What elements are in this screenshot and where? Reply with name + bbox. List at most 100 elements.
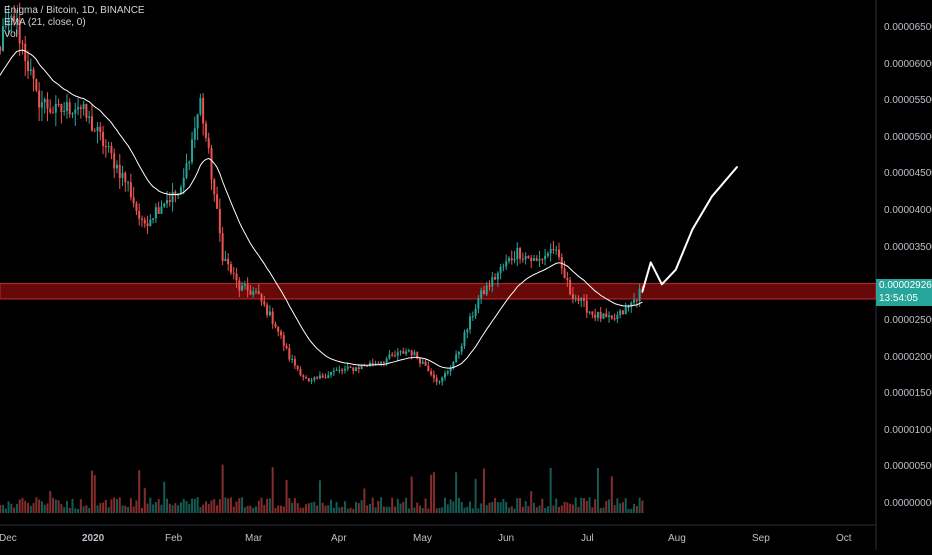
candle-body — [310, 379, 313, 382]
volume-bar — [452, 501, 455, 513]
candle-body — [499, 266, 502, 274]
candle-body — [366, 365, 369, 367]
volume-bar — [305, 504, 308, 513]
volume-bar — [204, 501, 207, 513]
candle-body — [179, 187, 182, 194]
volume-bar — [168, 503, 171, 513]
candle-body — [619, 310, 622, 315]
volume-bar — [613, 505, 616, 513]
candle-body — [510, 258, 513, 261]
candle-body — [352, 367, 355, 372]
candle-body — [216, 194, 219, 209]
volume-bar — [346, 508, 349, 513]
volume-bar — [24, 500, 27, 513]
candle-body — [346, 366, 349, 369]
volume-bar — [221, 464, 224, 513]
candle-body — [341, 369, 344, 371]
volume-bar — [268, 498, 271, 513]
candle-body — [357, 367, 360, 370]
volume-bar — [416, 502, 419, 513]
candle-body — [546, 253, 549, 256]
volume-bar — [113, 497, 116, 513]
volume-bar — [202, 504, 205, 513]
time-tick-label: Apr — [331, 533, 347, 544]
candle-body — [191, 139, 194, 162]
volume-bar — [93, 474, 96, 513]
candle-body — [0, 47, 2, 51]
candle-body — [544, 255, 547, 260]
candle-body — [299, 368, 302, 376]
price-tick-label: 0.00004000 — [884, 205, 932, 217]
volume-bar — [85, 505, 88, 513]
candle-body — [571, 294, 574, 300]
volume-bar — [227, 498, 230, 513]
volume-bar — [40, 501, 43, 513]
legend-volume[interactable]: Vol — [4, 29, 18, 40]
volume-bar — [385, 506, 388, 513]
volume-bar — [310, 502, 313, 513]
candle-body — [118, 164, 121, 178]
candle-body — [207, 138, 210, 149]
projection-drawing[interactable] — [641, 166, 738, 293]
candle-body — [227, 258, 230, 265]
candle-body — [605, 313, 608, 317]
candle-body — [399, 351, 402, 353]
candle-body — [43, 99, 46, 103]
candle-body — [407, 350, 410, 352]
volume-bar — [583, 498, 586, 513]
candle-body — [102, 132, 105, 147]
candle-body — [79, 107, 82, 109]
candle-body — [430, 371, 433, 375]
candle-body — [27, 61, 30, 72]
candle-body — [282, 335, 285, 346]
price-tick-label: 0.00000500 — [884, 461, 932, 473]
volume-bar — [544, 508, 547, 513]
candle-body — [371, 362, 374, 365]
candle-body — [204, 123, 207, 139]
volume-bar — [355, 502, 358, 513]
candle-body — [224, 258, 227, 262]
volume-bar — [510, 506, 513, 513]
volume-bar — [141, 507, 143, 513]
volume-bar — [99, 503, 102, 513]
volume-bar — [152, 504, 155, 513]
candle-body — [246, 284, 249, 291]
volume-bar — [216, 505, 219, 513]
volume-bar — [191, 498, 194, 513]
candle-body — [610, 315, 613, 319]
volume-bar — [82, 506, 85, 513]
volume-bar — [199, 507, 202, 513]
candle-body — [355, 367, 358, 372]
resistance-zone-rect[interactable] — [0, 283, 877, 300]
volume-bar — [605, 500, 608, 513]
volume-bar — [146, 503, 149, 513]
volume-bar — [602, 507, 605, 513]
candle-body — [38, 90, 41, 108]
price-tick-label: 0.00005500 — [884, 95, 932, 107]
volume-bar — [566, 502, 569, 513]
volume-bar — [388, 506, 391, 513]
volume-bar — [121, 505, 124, 513]
volume-bar — [280, 505, 282, 513]
candle-body — [293, 359, 296, 366]
legend-symbol[interactable]: Enigma / Bitcoin, 1D, BINANCE — [4, 5, 145, 16]
projection-path[interactable] — [641, 166, 738, 293]
volume-bar — [27, 502, 30, 513]
volume-bar — [135, 500, 138, 513]
candle-body — [85, 103, 88, 118]
candle-body — [505, 261, 508, 267]
candle-body — [491, 277, 494, 287]
candle-body — [235, 273, 238, 281]
volume-bar — [338, 507, 341, 513]
volume-bar — [177, 505, 180, 513]
candle-body — [182, 177, 185, 188]
resistance-zone[interactable] — [0, 283, 877, 300]
countdown-label: 13:54:05 — [876, 292, 932, 306]
candle-body — [477, 298, 480, 309]
volume-bar — [419, 505, 421, 513]
legend-ema[interactable]: EMA (21, close, 0) — [4, 17, 86, 28]
candle-body — [549, 248, 552, 254]
volume-bar — [360, 500, 363, 513]
